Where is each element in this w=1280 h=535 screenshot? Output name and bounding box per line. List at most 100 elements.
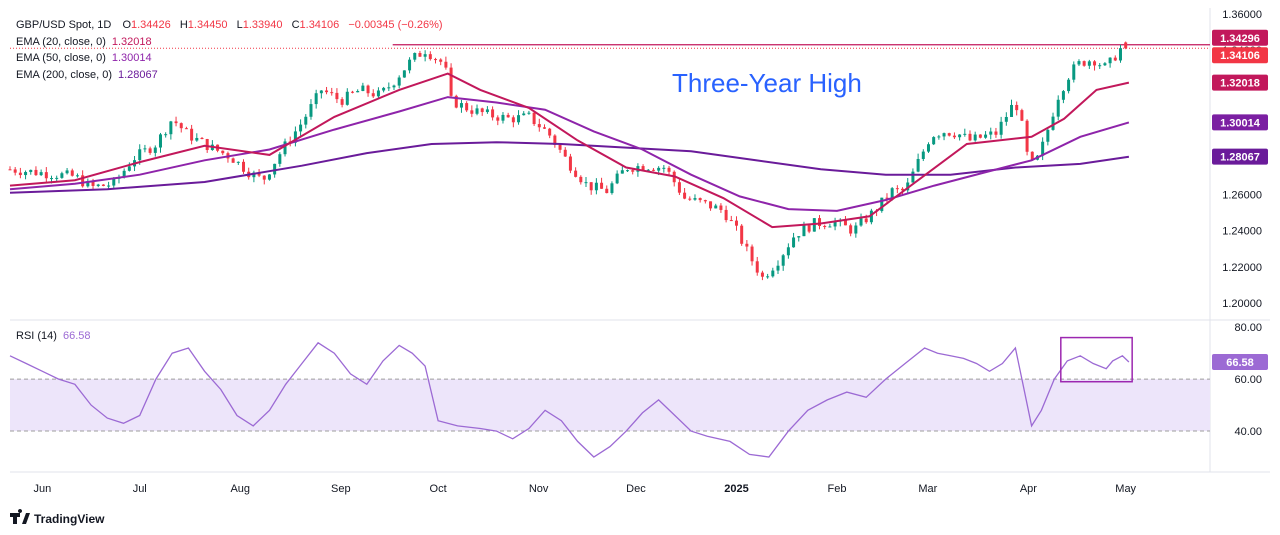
candle-body	[309, 104, 313, 117]
candle-body	[242, 161, 246, 172]
legend-low: 1.33940	[243, 19, 283, 31]
candle-body	[60, 173, 64, 178]
last-price-badge	[1212, 47, 1268, 64]
candle-body	[459, 103, 463, 108]
candle-body	[190, 128, 194, 141]
candle-body	[413, 53, 417, 60]
candle-body	[345, 91, 349, 105]
candle-body	[392, 85, 396, 88]
candle-body	[714, 205, 718, 209]
candle-body	[18, 172, 22, 176]
legend-ema200: EMA (200, close, 0)	[16, 69, 112, 81]
rsi-tick-label: 80.00	[1234, 322, 1262, 334]
time-tick-label: Oct	[430, 483, 447, 495]
candle-body	[402, 70, 406, 78]
candle-body	[293, 131, 297, 143]
candle-body	[911, 171, 915, 183]
candle-body	[55, 177, 59, 179]
candle-body	[1072, 64, 1076, 80]
candle-body	[859, 218, 863, 226]
candle-body	[439, 59, 443, 62]
rsi-band	[10, 379, 1210, 432]
candle-body	[257, 172, 261, 176]
candle-body	[584, 182, 588, 184]
candle-body	[932, 137, 936, 145]
candle-body	[818, 218, 822, 226]
candle-body	[382, 87, 386, 91]
rsi-axis[interactable]: 40.00 60.00 80.00	[1234, 322, 1262, 438]
candle-body	[376, 90, 380, 97]
candle-body	[122, 170, 126, 178]
candle-body	[366, 85, 370, 94]
candle-body	[579, 176, 583, 183]
candle-body	[485, 109, 489, 113]
candle-body	[615, 173, 619, 184]
ema50-badge-label: 1.30014	[1220, 117, 1261, 129]
candle-body	[1041, 141, 1045, 156]
candle-body	[542, 127, 546, 129]
candle-body	[781, 255, 785, 266]
high-line-badge	[1212, 29, 1268, 46]
tradingview-logo[interactable]: TradingView	[10, 509, 105, 526]
legend-close: 1.34106	[300, 19, 340, 31]
candle-body	[885, 197, 889, 199]
candle-body	[1098, 65, 1102, 67]
candle-body	[1030, 151, 1034, 160]
candle-body	[527, 112, 531, 114]
candle-body	[999, 121, 1003, 135]
candle-body	[698, 198, 702, 201]
legend-rsi: RSI (14)	[16, 330, 57, 342]
candle-body	[273, 163, 277, 175]
candle-body	[1061, 91, 1065, 100]
candle-body	[709, 201, 713, 209]
candle-body	[626, 170, 630, 172]
candle-body	[1020, 110, 1024, 121]
candle-body	[164, 134, 168, 136]
rsi-badge	[1212, 354, 1268, 371]
high-line-badge-label: 1.34296	[1220, 33, 1260, 45]
candle-body	[81, 175, 85, 187]
candle-body	[39, 172, 43, 176]
time-tick-label: Apr	[1020, 483, 1037, 495]
candle-body	[184, 128, 188, 130]
candle-body	[688, 198, 692, 200]
candle-body	[1082, 61, 1086, 66]
candle-body	[408, 59, 412, 71]
ema200-badge-label: 1.28067	[1220, 152, 1260, 164]
time-tick-label: Sep	[331, 483, 351, 495]
candle-body	[729, 220, 733, 222]
price-tick-label: 1.22000	[1222, 262, 1262, 274]
time-tick-label: Nov	[529, 483, 549, 495]
candle-body	[314, 93, 318, 105]
candle-body	[792, 237, 796, 248]
candle-body	[91, 181, 95, 186]
legend-open: 1.34426	[131, 19, 171, 31]
candle-body	[330, 92, 334, 94]
candle-body	[677, 182, 681, 193]
candle-body	[496, 117, 500, 121]
ema200-line	[9, 141, 1130, 194]
candle-body	[1113, 57, 1117, 61]
svg-text:GBP/USD Spot, 1D O1.3442: GBP/USD Spot, 1D O1.34426 H1.34450 L1.33…	[16, 19, 443, 31]
candle-body	[1103, 63, 1107, 66]
time-axis[interactable]: Jun Jul Aug Sep Oct Nov Dec 2025 Feb Mar Apr May	[34, 483, 1137, 495]
candle-body	[734, 220, 738, 226]
candle-body	[942, 133, 946, 137]
candle-body	[221, 150, 225, 154]
annotation-label: Three-Year High	[672, 68, 862, 98]
candle-body	[127, 166, 131, 171]
legend-change: −0.00345 (−0.26%)	[348, 19, 442, 31]
candle-body	[719, 205, 723, 210]
price-pane[interactable]	[10, 8, 1210, 318]
tradingview-logo-icon	[10, 509, 30, 524]
candle-body	[553, 135, 557, 145]
candle-body	[797, 236, 801, 238]
candle-body	[465, 103, 469, 111]
candle-body	[574, 170, 578, 177]
candle-body	[96, 184, 100, 186]
candle-body	[1093, 61, 1097, 66]
candle-body	[651, 169, 655, 171]
candle-body	[563, 149, 567, 157]
candle-body	[605, 188, 609, 194]
